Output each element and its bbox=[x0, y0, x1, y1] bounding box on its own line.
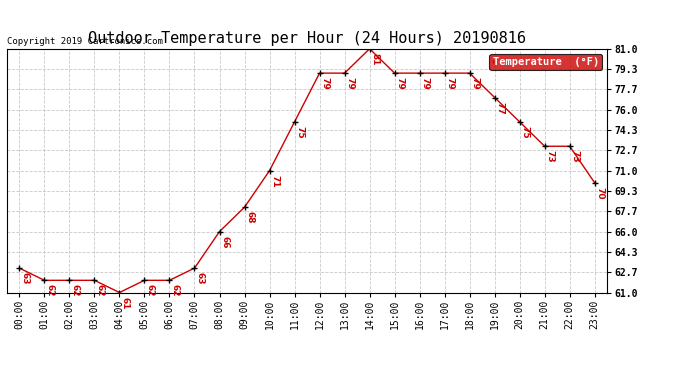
Text: 81: 81 bbox=[371, 53, 380, 65]
Text: 79: 79 bbox=[471, 77, 480, 90]
Text: 79: 79 bbox=[446, 77, 455, 90]
Text: 62: 62 bbox=[70, 285, 79, 297]
Text: 79: 79 bbox=[346, 77, 355, 90]
Text: 73: 73 bbox=[571, 150, 580, 163]
Text: 71: 71 bbox=[270, 175, 279, 188]
Text: 77: 77 bbox=[495, 102, 504, 114]
Text: 62: 62 bbox=[146, 285, 155, 297]
Text: 63: 63 bbox=[195, 272, 204, 285]
Text: 75: 75 bbox=[521, 126, 530, 139]
Text: 79: 79 bbox=[321, 77, 330, 90]
Text: 70: 70 bbox=[595, 187, 604, 200]
Text: 79: 79 bbox=[421, 77, 430, 90]
Text: 73: 73 bbox=[546, 150, 555, 163]
Text: 66: 66 bbox=[221, 236, 230, 248]
Text: 61: 61 bbox=[121, 297, 130, 309]
Text: 62: 62 bbox=[170, 285, 179, 297]
Title: Outdoor Temperature per Hour (24 Hours) 20190816: Outdoor Temperature per Hour (24 Hours) … bbox=[88, 31, 526, 46]
Text: 62: 62 bbox=[46, 285, 55, 297]
Text: 62: 62 bbox=[95, 285, 104, 297]
Text: Copyright 2019 Cartronics.com: Copyright 2019 Cartronics.com bbox=[7, 38, 163, 46]
Text: 68: 68 bbox=[246, 211, 255, 224]
Text: 75: 75 bbox=[295, 126, 304, 139]
Legend: Temperature  (°F): Temperature (°F) bbox=[489, 54, 602, 70]
Text: 79: 79 bbox=[395, 77, 404, 90]
Text: 63: 63 bbox=[21, 272, 30, 285]
